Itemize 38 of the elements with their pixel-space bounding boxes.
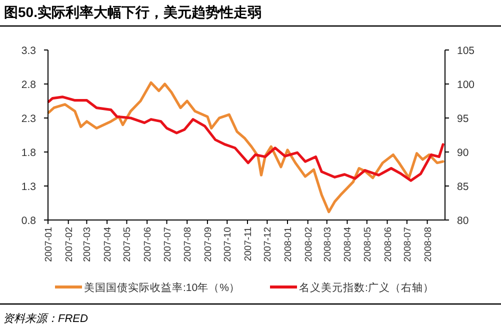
y-tick-label: 1.8 [21, 147, 36, 159]
x-tick-label: 2008-06 [382, 227, 394, 262]
x-tick-label: 2007-06 [142, 227, 154, 262]
line-series [47, 81, 444, 214]
x-tick-label: 2008-08 [422, 227, 434, 262]
chart-title: 图50.实际利率大幅下行，美元趋势性走弱 [4, 4, 262, 20]
legend-label: 名义美元指数:广义（右轴） [299, 281, 434, 294]
x-tick-label: 2008-04 [342, 227, 354, 262]
x-tick-label: 2007-02 [64, 227, 75, 262]
x-tick-label: 2007-05 [122, 227, 134, 262]
y2-tick-label: 105 [457, 45, 475, 57]
x-tick-label: 2007-07 [162, 227, 174, 262]
y2-tick-label: 80 [457, 215, 469, 227]
line-series [47, 96, 444, 182]
x-tick-label: 2007-03 [82, 227, 94, 262]
x-tick-label: 2008-05 [362, 227, 374, 262]
y2-tick-label: 90 [457, 147, 469, 159]
y-tick-label: 2.3 [21, 113, 36, 125]
x-tick-label: 2007-01 [44, 227, 54, 262]
x-tick-label: 2008-07 [402, 227, 414, 262]
y-tick-label: 3.3 [21, 45, 36, 57]
x-tick-label: 2007-10 [222, 227, 234, 262]
y2-tick-label: 100 [457, 79, 475, 91]
x-tick-label: 2007-08 [182, 227, 194, 262]
x-tick-label: 2007-04 [102, 227, 114, 262]
legend-label: 美国国债实际收益率:10年（%） [84, 281, 240, 294]
x-tick-label: 2007-09 [202, 227, 214, 262]
y2-tick-label: 95 [457, 113, 469, 125]
text: 资料来源：FRED [3, 312, 88, 325]
y-tick-label: 1.3 [21, 181, 36, 193]
y2-tick-label: 85 [457, 181, 469, 193]
x-tick-label: 2008-02 [303, 227, 314, 262]
x-tick-label: 2007-12 [262, 227, 274, 262]
x-tick-label: 2007-11 [242, 227, 254, 262]
y-tick-label: 0.8 [21, 215, 36, 227]
y-tick-label: 2.8 [21, 79, 36, 91]
x-tick-label: 2008-03 [322, 227, 334, 262]
x-tick-label: 2008-01 [283, 227, 294, 262]
